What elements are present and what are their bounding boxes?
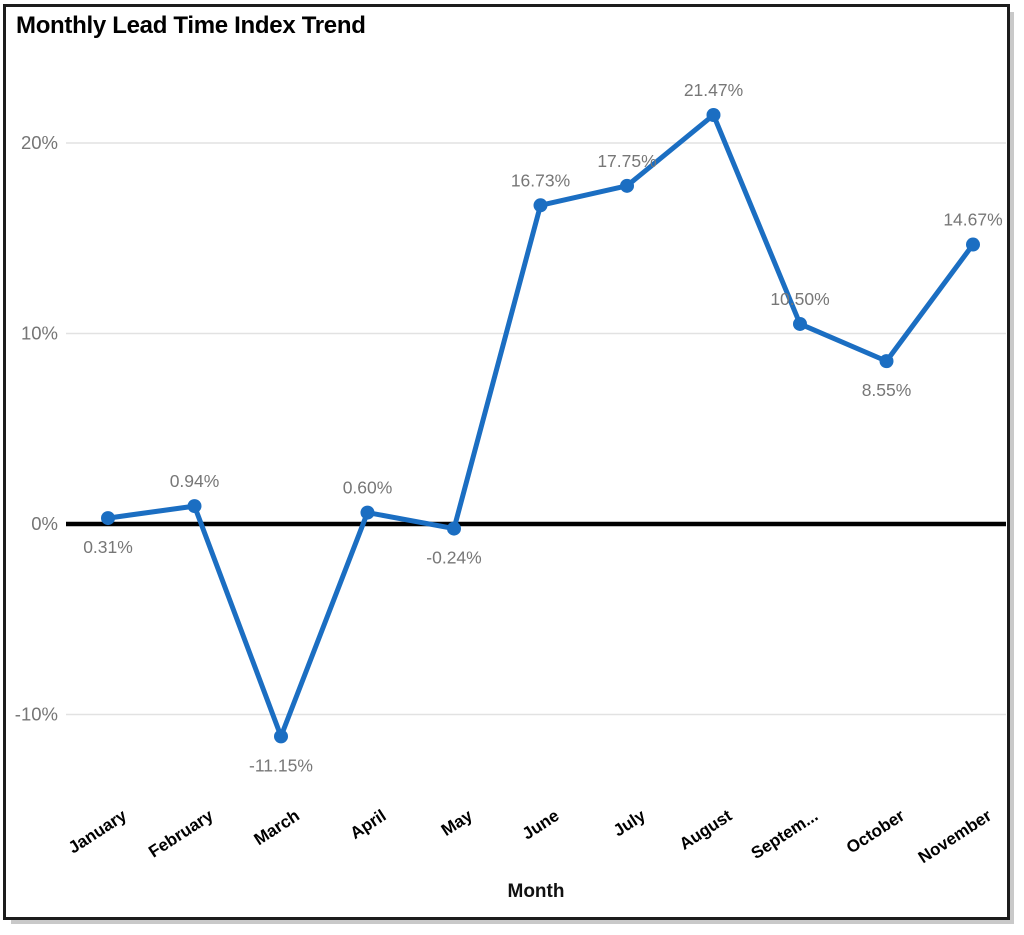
y-tick-label: -10% [15,704,58,725]
data-label: 21.47% [684,80,743,100]
data-point[interactable] [187,499,202,514]
data-point[interactable] [793,316,807,331]
data-label: 17.75% [597,151,656,171]
chart-title: Monthly Lead Time Index Trend [16,12,366,39]
data-label: 0.31% [83,537,133,557]
data-point[interactable] [966,237,980,252]
y-tick-label: 10% [21,323,58,344]
data-label: 14.67% [943,210,1002,230]
y-tick-label: 20% [21,132,58,153]
data-point[interactable] [706,107,721,122]
data-point[interactable] [620,178,634,193]
data-point[interactable] [447,521,461,536]
data-label: 10.50% [770,289,829,309]
chart-plot-area: 20% 10% 0% -10% 0.31% 0.94% -11.15% 0.60% -0.24%… [15,80,1006,775]
data-label: -11.15% [249,755,313,775]
y-tick-label: 0% [31,513,58,534]
x-axis-title: Month [507,881,565,902]
data-point[interactable] [274,729,288,744]
data-point[interactable] [101,511,115,526]
data-label: 0.94% [170,471,220,491]
data-label: -0.24% [426,548,481,568]
data-label: 0.60% [343,478,393,498]
data-point[interactable] [360,505,375,520]
data-label: 8.55% [862,380,912,400]
data-point[interactable] [533,198,548,213]
data-label: 16.73% [511,170,570,190]
chart-card: Monthly Lead Time Index Trend 20% 10% 0% -1… [3,4,1010,920]
data-point[interactable] [879,354,894,369]
